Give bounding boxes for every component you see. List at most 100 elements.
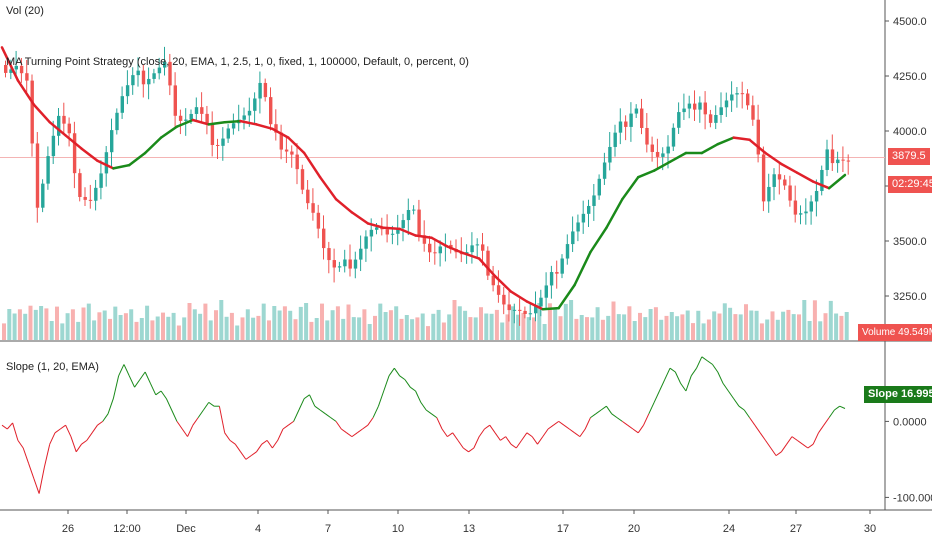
slope-segment bbox=[86, 432, 93, 441]
ema-segment bbox=[191, 118, 211, 126]
volume-bar bbox=[182, 317, 187, 340]
volume-bar bbox=[272, 306, 277, 340]
candle-body bbox=[115, 112, 119, 131]
candle-body bbox=[555, 272, 559, 274]
candle-body bbox=[290, 151, 294, 155]
x-tick-label: 27 bbox=[790, 523, 802, 535]
volume-bar bbox=[28, 305, 33, 340]
slope-segment bbox=[637, 424, 644, 434]
candle-body bbox=[189, 113, 193, 120]
candle-body bbox=[120, 96, 124, 113]
volume-bar bbox=[288, 310, 293, 340]
candle-body bbox=[9, 69, 13, 73]
candle-body bbox=[539, 297, 543, 307]
volume-bar bbox=[574, 318, 579, 340]
slope-segment bbox=[441, 428, 448, 437]
candle-body bbox=[512, 309, 517, 311]
volume-bar bbox=[325, 320, 330, 340]
candle-body bbox=[475, 244, 480, 246]
slope-segment bbox=[75, 443, 82, 453]
volume-bar bbox=[39, 306, 44, 340]
ema-segment bbox=[127, 151, 147, 167]
strategy-legend: MA Turning Point Strategy (close, 20, EM… bbox=[6, 56, 469, 68]
slope-segment bbox=[425, 409, 432, 415]
slope-segment bbox=[134, 379, 141, 388]
slope-segment bbox=[377, 390, 385, 407]
slope-segment bbox=[1, 424, 8, 430]
slope-segment bbox=[743, 409, 750, 418]
volume-bar bbox=[717, 313, 722, 340]
volume-bar bbox=[547, 303, 552, 340]
ema-segment bbox=[302, 151, 322, 179]
slope-segment bbox=[256, 443, 263, 453]
candle-body bbox=[147, 78, 151, 85]
candle-body bbox=[247, 110, 252, 116]
volume-bar bbox=[452, 300, 457, 340]
volume-bar bbox=[208, 320, 213, 340]
ema-segment bbox=[477, 257, 497, 278]
candle-body bbox=[528, 313, 533, 315]
slope-segment bbox=[60, 424, 66, 430]
slope-segment bbox=[309, 394, 316, 407]
slope-segment bbox=[558, 420, 565, 426]
candle-body bbox=[846, 160, 851, 162]
volume-bar bbox=[256, 315, 261, 340]
slope-segment bbox=[553, 420, 559, 426]
ema-segment bbox=[700, 142, 720, 155]
candle-body bbox=[406, 210, 411, 221]
slope-segment bbox=[754, 424, 761, 434]
ema-segment bbox=[573, 250, 592, 287]
candle-body bbox=[814, 190, 819, 202]
candle-body bbox=[210, 124, 215, 145]
ema-segment bbox=[493, 274, 513, 293]
candle-body bbox=[618, 121, 623, 133]
candle-body bbox=[57, 115, 61, 136]
candle-body bbox=[274, 124, 278, 133]
candle-body bbox=[481, 244, 485, 251]
slope-segment bbox=[616, 417, 623, 422]
ema-segment bbox=[764, 151, 783, 166]
candle-body bbox=[841, 159, 845, 161]
volume-bar bbox=[622, 314, 627, 340]
last-price-tag: 3879.5 bbox=[888, 148, 930, 165]
candle-body bbox=[830, 149, 835, 164]
volume-bar bbox=[558, 316, 563, 340]
slope-segment bbox=[139, 371, 146, 380]
candle-body bbox=[507, 304, 511, 311]
candle-body bbox=[746, 93, 750, 106]
slope-segment bbox=[473, 436, 480, 449]
slope-segment bbox=[569, 428, 575, 434]
ema-segment bbox=[16, 79, 36, 106]
slope-segment bbox=[160, 390, 167, 399]
candle-body bbox=[486, 250, 490, 276]
slope-segment bbox=[155, 390, 162, 396]
candle-body bbox=[332, 260, 336, 268]
candle-body bbox=[242, 115, 246, 120]
volume-bar bbox=[722, 303, 727, 340]
sub-y-tick-label: -100.0000 bbox=[893, 492, 932, 504]
slope-segment bbox=[648, 402, 655, 415]
volume-bar bbox=[627, 306, 632, 340]
candle-body bbox=[634, 108, 639, 114]
volume-bar bbox=[600, 319, 605, 340]
candle-body bbox=[671, 127, 676, 147]
volume-bar bbox=[245, 309, 250, 340]
slope-segment bbox=[181, 428, 188, 437]
volume-bar bbox=[526, 317, 531, 340]
ema-segment bbox=[668, 151, 688, 164]
slope-segment bbox=[388, 367, 395, 377]
candle-body bbox=[655, 151, 660, 157]
slope-segment bbox=[531, 436, 538, 445]
slope-segment bbox=[404, 379, 411, 388]
candle-body bbox=[719, 107, 723, 116]
ema-segment bbox=[509, 290, 529, 303]
volume-bar bbox=[145, 305, 150, 340]
slope-segment bbox=[452, 432, 459, 441]
candle-body bbox=[428, 243, 432, 253]
candle-body bbox=[279, 132, 283, 150]
slope-segment bbox=[685, 375, 692, 392]
y-tick-label: 4250.0 bbox=[893, 71, 927, 83]
candle-body bbox=[353, 259, 358, 269]
slope-segment bbox=[521, 432, 528, 441]
volume-bar bbox=[675, 316, 680, 340]
